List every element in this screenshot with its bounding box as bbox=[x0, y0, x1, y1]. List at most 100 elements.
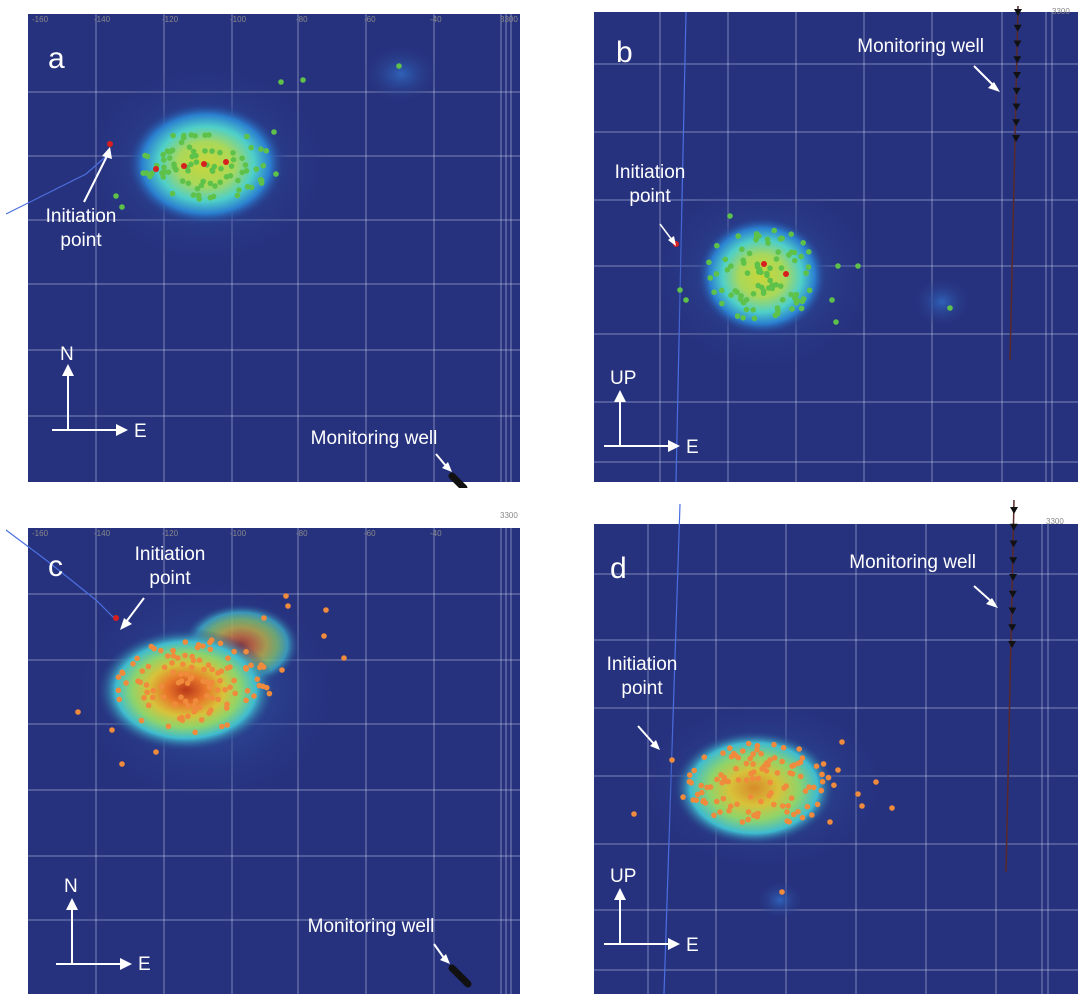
highlight-event-marker bbox=[783, 271, 789, 277]
event-marker bbox=[771, 741, 777, 748]
geophones bbox=[1012, 9, 1022, 142]
event-marker bbox=[833, 319, 839, 325]
event-marker bbox=[218, 668, 225, 674]
event-marker bbox=[734, 289, 740, 296]
event-marker bbox=[763, 768, 770, 774]
event-marker bbox=[734, 313, 741, 319]
event-marker bbox=[855, 263, 861, 269]
event-marker bbox=[631, 811, 637, 817]
event-marker bbox=[144, 689, 150, 696]
event-marker bbox=[189, 674, 195, 680]
event-marker bbox=[804, 803, 811, 810]
microseismic-events bbox=[107, 63, 402, 210]
north-label: N bbox=[64, 876, 78, 897]
monitoring-well-label: Monitoring well bbox=[308, 916, 435, 937]
event-marker bbox=[219, 723, 225, 730]
event-marker bbox=[271, 129, 277, 135]
event-marker bbox=[713, 798, 720, 805]
event-marker bbox=[248, 184, 255, 191]
event-marker bbox=[764, 236, 771, 243]
event-marker bbox=[820, 761, 827, 767]
event-marker bbox=[210, 193, 217, 200]
highlight-event-marker bbox=[113, 615, 119, 621]
event-marker bbox=[202, 132, 208, 138]
event-marker bbox=[717, 809, 723, 815]
event-marker bbox=[779, 297, 786, 303]
event-marker bbox=[239, 155, 245, 162]
event-marker bbox=[217, 677, 223, 684]
tick-label: -80 bbox=[296, 529, 308, 538]
event-marker bbox=[243, 168, 250, 174]
event-marker bbox=[750, 761, 756, 767]
event-marker bbox=[178, 671, 184, 677]
event-marker bbox=[750, 775, 756, 782]
event-marker bbox=[787, 770, 793, 776]
treatment-well bbox=[6, 151, 112, 215]
event-marker bbox=[169, 660, 175, 666]
panel-a: -160 -140 -120 -100 -80 -60 -40 3300 a I… bbox=[6, 4, 532, 488]
event-marker bbox=[139, 668, 146, 674]
event-marker bbox=[780, 744, 787, 751]
event-marker bbox=[767, 779, 773, 786]
geophone-marker bbox=[1012, 135, 1020, 142]
event-marker bbox=[795, 808, 801, 815]
event-marker bbox=[743, 760, 750, 767]
event-marker bbox=[166, 155, 173, 161]
east-label: E bbox=[138, 954, 151, 975]
event-marker bbox=[677, 287, 683, 293]
panel-c: -160 -140 -120 -100 -80 -60 -40 3300 c I… bbox=[6, 500, 532, 1000]
initiation-label-line1: Initiation bbox=[46, 206, 117, 227]
event-marker bbox=[796, 746, 802, 752]
event-marker bbox=[189, 153, 195, 160]
event-marker bbox=[193, 159, 200, 165]
event-marker bbox=[726, 808, 732, 814]
event-marker bbox=[721, 777, 728, 784]
tick-label: -140 bbox=[94, 15, 111, 24]
panel-letter: b bbox=[616, 36, 633, 69]
event-marker bbox=[260, 162, 267, 169]
initiation-label-line1: Initiation bbox=[615, 162, 686, 183]
event-marker bbox=[285, 603, 291, 609]
event-marker bbox=[204, 679, 211, 685]
geophone-marker bbox=[1012, 103, 1021, 111]
event-marker bbox=[115, 687, 122, 694]
event-marker bbox=[190, 148, 197, 155]
event-marker bbox=[774, 770, 781, 776]
event-marker bbox=[740, 748, 746, 754]
event-marker bbox=[194, 185, 201, 192]
panel-letter: a bbox=[48, 42, 65, 75]
compass-arrows bbox=[604, 390, 680, 452]
event-marker bbox=[728, 292, 734, 299]
highlight-event-marker bbox=[201, 161, 207, 167]
event-marker bbox=[195, 642, 202, 648]
event-marker bbox=[789, 306, 795, 312]
event-marker bbox=[734, 801, 740, 807]
highlight-event-marker bbox=[181, 163, 187, 169]
event-marker bbox=[799, 755, 806, 761]
event-marker bbox=[713, 271, 720, 277]
event-marker bbox=[169, 147, 176, 153]
event-marker bbox=[201, 666, 207, 673]
event-marker bbox=[707, 275, 714, 281]
geophone-marker bbox=[1013, 40, 1022, 48]
event-marker bbox=[947, 305, 953, 311]
tick-label: -40 bbox=[430, 15, 442, 24]
event-marker bbox=[321, 633, 327, 639]
event-marker bbox=[750, 751, 756, 757]
event-marker bbox=[253, 166, 260, 172]
event-marker bbox=[158, 683, 165, 690]
event-marker bbox=[209, 666, 215, 673]
initiation-label-line2: point bbox=[149, 568, 191, 589]
event-marker bbox=[809, 812, 815, 818]
event-marker bbox=[779, 803, 786, 809]
event-marker bbox=[680, 794, 686, 800]
event-marker bbox=[169, 190, 176, 197]
event-marker bbox=[751, 315, 758, 322]
up-label: UP bbox=[610, 866, 636, 887]
event-marker bbox=[750, 307, 756, 313]
event-marker bbox=[231, 677, 237, 684]
geophone-marker bbox=[1013, 72, 1021, 79]
monitoring-arrow bbox=[435, 453, 452, 472]
event-marker bbox=[802, 788, 809, 794]
monitoring-well bbox=[448, 472, 468, 488]
